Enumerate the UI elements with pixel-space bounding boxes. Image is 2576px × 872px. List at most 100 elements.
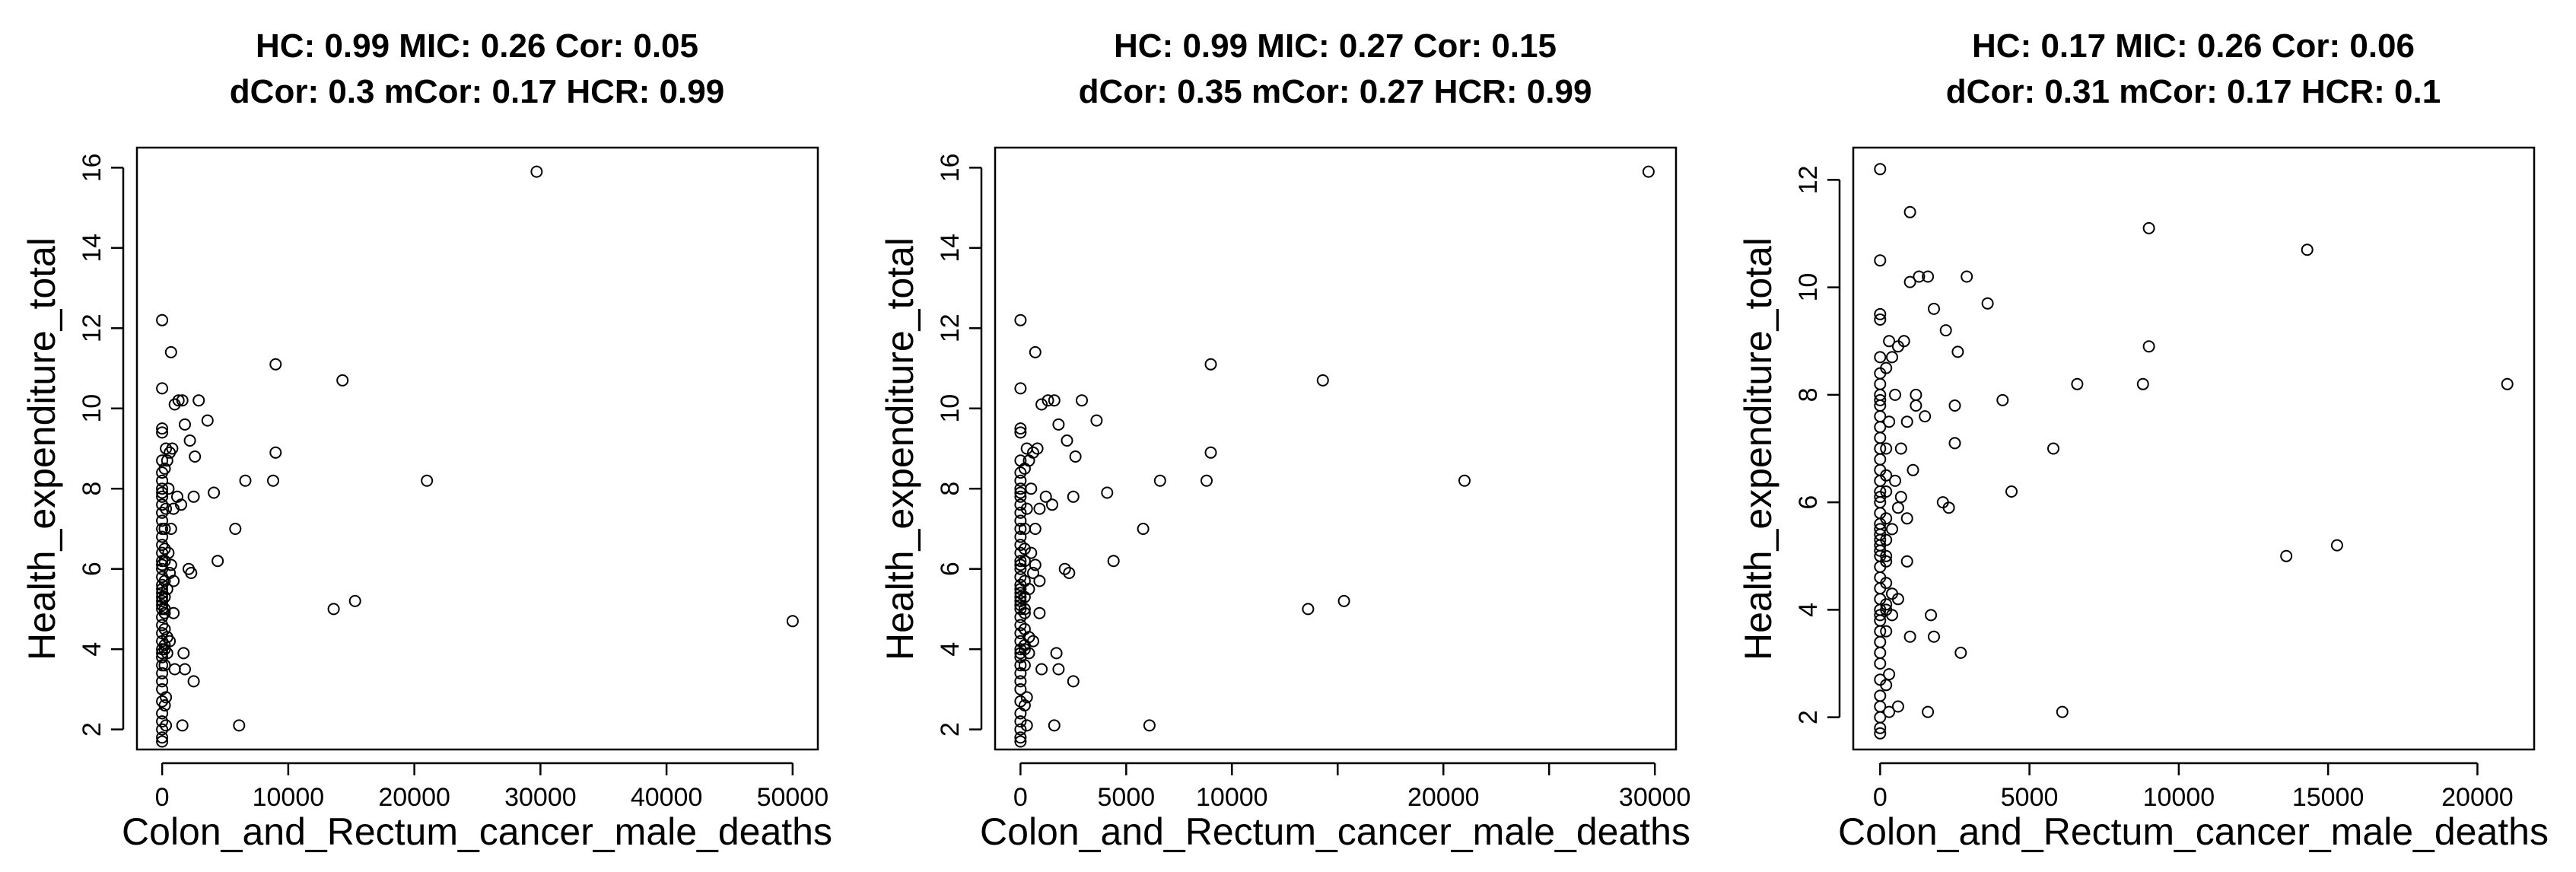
data-point xyxy=(1961,270,1973,283)
data-point xyxy=(1874,163,1887,176)
data-point xyxy=(1889,474,1901,487)
y-tick-label: 8 xyxy=(936,482,965,496)
data-point xyxy=(158,603,171,616)
data-point xyxy=(1874,254,1887,267)
data-point xyxy=(156,731,169,744)
data-point xyxy=(1029,523,1042,535)
data-point xyxy=(1894,442,1907,455)
data-point xyxy=(233,719,246,732)
data-point xyxy=(2056,705,2069,718)
data-point xyxy=(1874,410,1887,423)
data-point xyxy=(1900,415,1913,428)
data-point xyxy=(1033,502,1046,515)
data-point xyxy=(1874,491,1887,504)
panel-3: HC: 0.17 MIC: 0.26 Cor: 0.06 dCor: 0.31 … xyxy=(1737,27,2549,853)
y-tick-label: 6 xyxy=(936,562,965,576)
data-point xyxy=(1014,735,1027,748)
data-point xyxy=(1642,165,1655,178)
data-point xyxy=(161,583,173,596)
data-point xyxy=(1910,399,1922,412)
data-point xyxy=(158,590,171,603)
data-point xyxy=(1014,523,1027,535)
x-axis: 0 5000 10000 20000 30000 xyxy=(1013,762,1690,812)
data-point xyxy=(1925,609,1938,622)
x-tick-label: 0 xyxy=(155,783,170,812)
data-point xyxy=(156,735,169,748)
data-point xyxy=(1913,270,1926,283)
data-point xyxy=(158,523,171,535)
data-point xyxy=(1014,382,1027,395)
y-axis-label: Health_expenditure_total xyxy=(1737,237,1779,660)
data-point xyxy=(1143,719,1156,732)
x-tick-label: 0 xyxy=(1873,783,1887,812)
y-axis: 2 4 6 8 10 12 14 16 xyxy=(78,153,125,737)
x-tick-label: 50000 xyxy=(757,783,829,812)
data-point xyxy=(1033,606,1046,619)
data-point xyxy=(2005,485,2018,498)
y-tick-label: 14 xyxy=(78,234,107,263)
data-point xyxy=(156,583,169,596)
y-tick-label: 12 xyxy=(78,313,107,342)
data-point xyxy=(1337,594,1350,607)
plot-frame xyxy=(135,146,819,751)
data-point xyxy=(1018,699,1031,711)
y-tick-label: 8 xyxy=(1794,387,1823,402)
data-point xyxy=(1883,668,1896,681)
data-point xyxy=(1922,270,1935,283)
data-point xyxy=(1874,393,1887,406)
data-point xyxy=(1874,313,1887,326)
y-tick-label: 6 xyxy=(1794,495,1823,510)
data-point xyxy=(1891,593,1904,606)
data-point xyxy=(1981,297,1994,310)
data-point xyxy=(156,482,169,495)
data-point xyxy=(2330,539,2343,552)
data-point xyxy=(1204,358,1217,371)
y-tick-label: 10 xyxy=(936,394,965,423)
data-point xyxy=(348,594,361,607)
data-point xyxy=(1014,675,1027,688)
data-point xyxy=(1874,635,1887,648)
data-point xyxy=(1880,512,1893,525)
data-point xyxy=(187,675,200,688)
plot-frame xyxy=(994,146,1678,751)
data-point xyxy=(1018,543,1031,555)
data-point xyxy=(1020,442,1033,455)
data-point xyxy=(1014,555,1027,568)
data-point xyxy=(158,543,171,555)
data-point xyxy=(156,530,169,543)
data-point xyxy=(1014,715,1027,728)
data-point xyxy=(530,165,543,178)
data-point xyxy=(162,482,175,495)
panel-2: HC: 0.99 MIC: 0.27 Cor: 0.15 dCor: 0.35 … xyxy=(879,27,1690,853)
data-point xyxy=(1020,719,1033,732)
data-point xyxy=(1014,647,1027,660)
data-point xyxy=(2071,377,2084,390)
data-point xyxy=(1903,275,1916,288)
y-axis: 2 4 6 8 10 12 xyxy=(1794,165,1841,724)
data-point xyxy=(1039,490,1052,503)
y-tick-label: 4 xyxy=(1794,603,1823,617)
data-point xyxy=(1022,631,1035,644)
data-point xyxy=(1027,567,1039,579)
data-point xyxy=(1874,727,1887,740)
data-point xyxy=(156,382,169,395)
data-point xyxy=(183,434,196,447)
data-point xyxy=(208,486,221,499)
data-point xyxy=(1052,663,1065,676)
data-point xyxy=(1928,630,1940,643)
data-point xyxy=(1048,719,1061,732)
plot-frame xyxy=(1852,146,2536,751)
data-point xyxy=(156,723,169,736)
y-tick-label: 12 xyxy=(936,313,965,342)
data-point xyxy=(1919,410,1932,423)
data-point xyxy=(1880,603,1893,616)
data-point xyxy=(185,567,198,579)
data-point xyxy=(192,394,205,407)
data-point xyxy=(1874,689,1887,702)
data-point xyxy=(1874,377,1887,390)
data-point xyxy=(1014,313,1027,326)
data-point xyxy=(1880,555,1893,568)
x-tick-label: 20000 xyxy=(378,783,450,812)
y-tick-label: 14 xyxy=(936,234,965,263)
